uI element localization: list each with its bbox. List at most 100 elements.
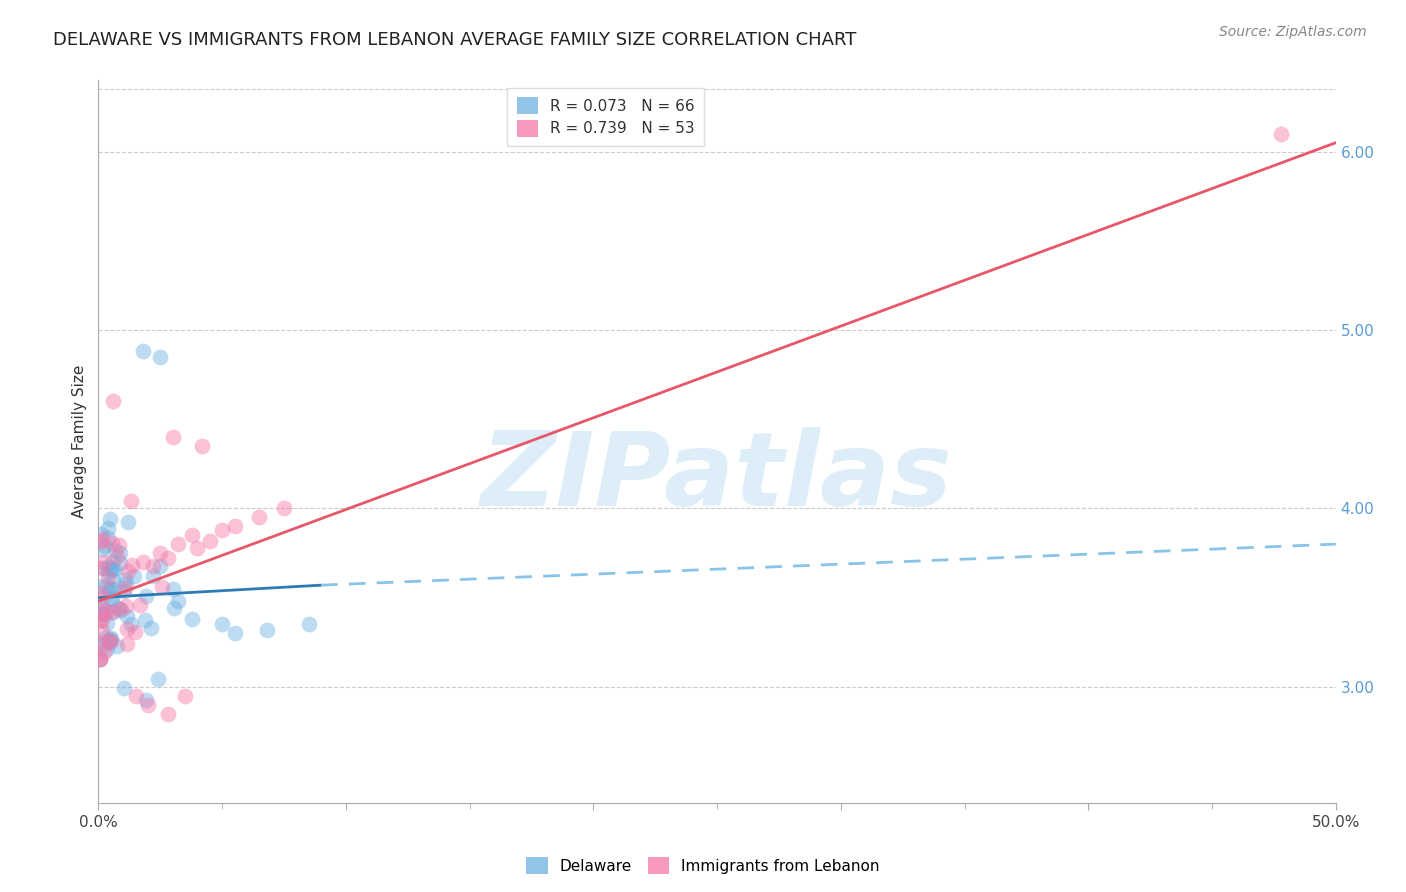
Point [149, 350, 172, 364]
Point [100, 563, 122, 577]
Point [101, 591, 124, 605]
Y-axis label: Average Family Size: Average Family Size [72, 365, 87, 518]
Point [97, 571, 120, 585]
Point [142, 569, 165, 583]
Point [93, 560, 115, 574]
Point [90, 527, 112, 541]
Point [89, 597, 111, 611]
Point [97, 565, 120, 579]
Point [89, 636, 111, 650]
Point [211, 617, 233, 632]
Point [117, 564, 139, 578]
Point [105, 550, 128, 565]
Text: ZIPatlas: ZIPatlas [481, 427, 953, 528]
Point [115, 577, 138, 591]
Point [104, 543, 127, 558]
Point [132, 344, 155, 359]
Point [115, 599, 138, 613]
Point [224, 626, 246, 640]
Point [90, 624, 112, 638]
Point [117, 608, 139, 623]
Point [93, 539, 115, 553]
Point [101, 556, 124, 570]
Point [89, 652, 111, 666]
Point [135, 589, 157, 603]
Point [96, 615, 118, 630]
Point [136, 698, 159, 712]
Point [96, 604, 118, 618]
Point [141, 621, 163, 635]
Point [98, 512, 121, 526]
Point [94, 632, 117, 646]
Point [110, 602, 132, 616]
Point [256, 623, 278, 637]
Point [105, 639, 128, 653]
Point [98, 633, 121, 648]
Point [98, 632, 121, 647]
Point [103, 562, 125, 576]
Point [247, 510, 270, 524]
Point [100, 633, 122, 648]
Point [156, 706, 179, 721]
Point [103, 394, 125, 409]
Point [114, 572, 136, 586]
Point [101, 605, 124, 619]
Point [90, 533, 112, 547]
Point [89, 561, 111, 575]
Point [174, 689, 197, 703]
Point [91, 601, 114, 615]
Point [142, 558, 165, 573]
Point [298, 617, 321, 632]
Point [162, 582, 184, 596]
Point [146, 672, 169, 686]
Point [94, 607, 117, 621]
Point [114, 581, 136, 595]
Point [90, 607, 112, 621]
Point [91, 613, 114, 627]
Point [120, 493, 142, 508]
Point [101, 573, 124, 587]
Point [91, 541, 114, 556]
Point [121, 558, 143, 572]
Point [97, 521, 120, 535]
Point [96, 641, 118, 656]
Point [124, 689, 146, 703]
Point [89, 535, 111, 549]
Point [134, 613, 156, 627]
Point [112, 584, 135, 599]
Point [166, 537, 188, 551]
Point [120, 617, 142, 632]
Point [101, 605, 124, 619]
Point [98, 581, 121, 595]
Point [211, 523, 233, 537]
Point [115, 637, 138, 651]
Point [89, 652, 111, 666]
Point [89, 613, 111, 627]
Point [89, 652, 111, 666]
Point [129, 598, 152, 612]
Text: Source: ZipAtlas.com: Source: ZipAtlas.com [1219, 25, 1367, 39]
Point [186, 541, 208, 555]
Point [162, 430, 184, 444]
Point [91, 638, 114, 652]
Point [124, 569, 146, 583]
Point [224, 519, 246, 533]
Legend: R = 0.073   N = 66, R = 0.739   N = 53: R = 0.073 N = 66, R = 0.739 N = 53 [508, 88, 704, 145]
Point [89, 607, 111, 622]
Point [101, 562, 124, 576]
Point [191, 439, 214, 453]
Point [100, 591, 122, 606]
Point [152, 580, 174, 594]
Point [90, 586, 112, 600]
Point [98, 559, 121, 574]
Point [97, 635, 120, 649]
Point [98, 584, 121, 599]
Point [110, 546, 132, 560]
Point [100, 631, 122, 645]
Point [97, 531, 120, 545]
Point [156, 551, 179, 566]
Text: DELAWARE VS IMMIGRANTS FROM LEBANON AVERAGE FAMILY SIZE CORRELATION CHART: DELAWARE VS IMMIGRANTS FROM LEBANON AVER… [53, 31, 856, 49]
Point [94, 579, 117, 593]
Point [181, 612, 204, 626]
Point [93, 555, 115, 569]
